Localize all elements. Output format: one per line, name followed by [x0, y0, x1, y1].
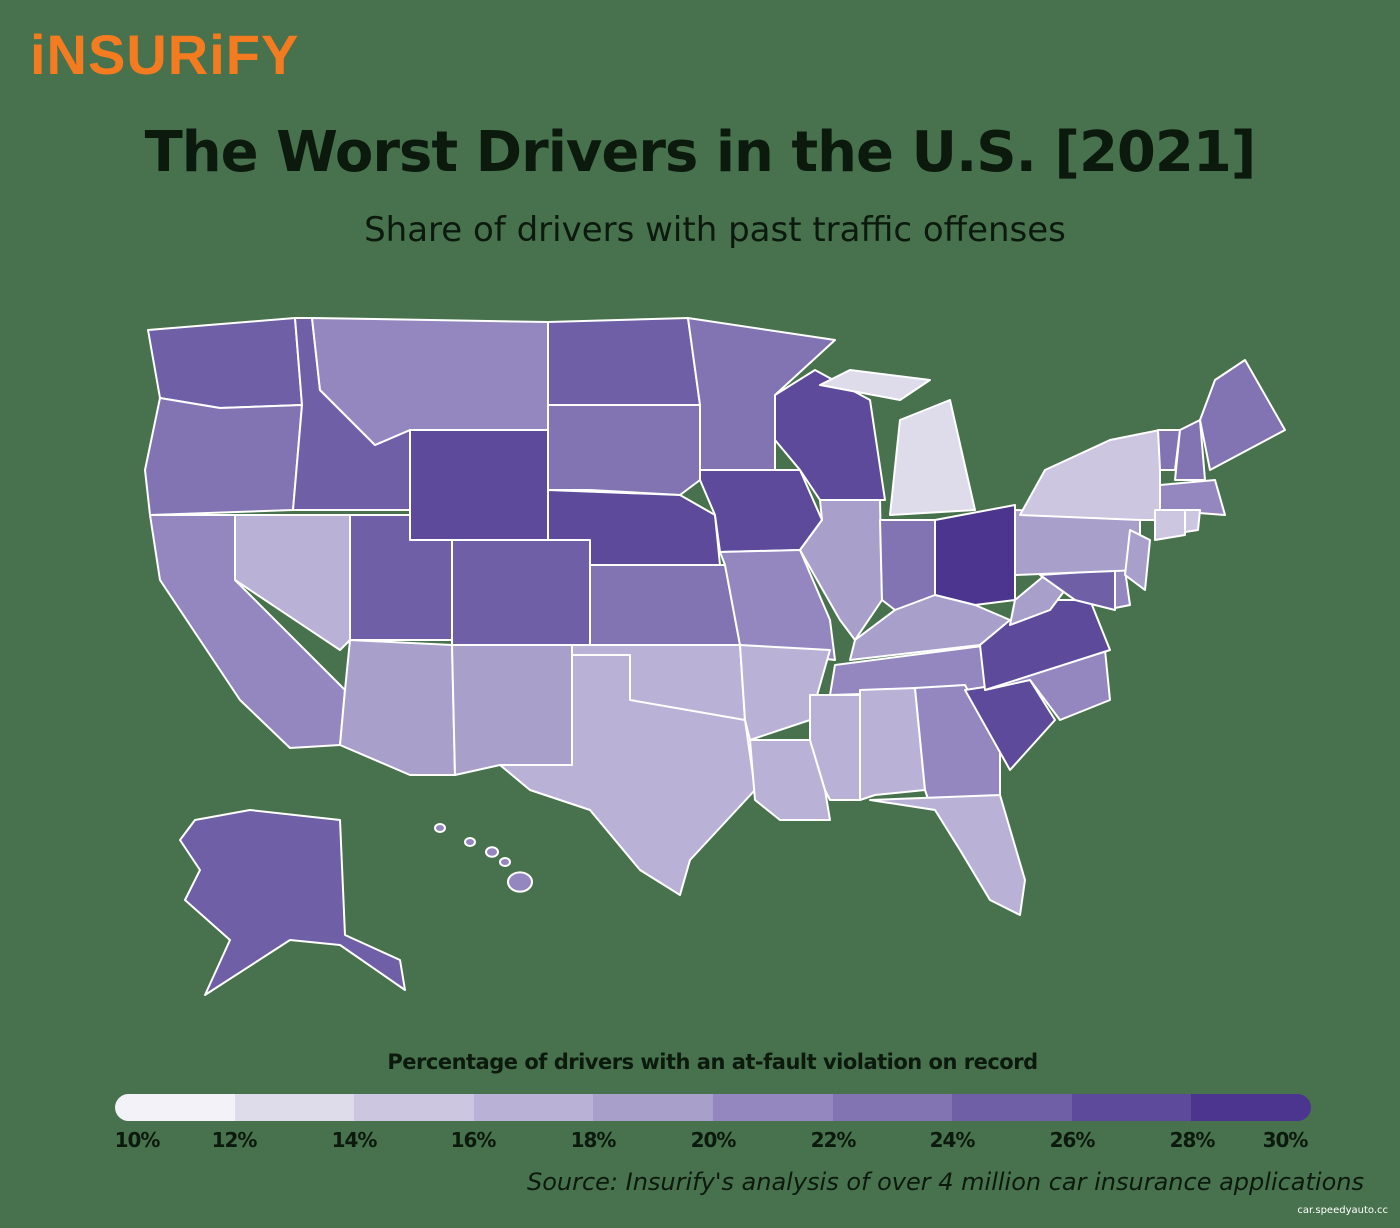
state-al: [859, 687, 926, 801]
legend-swatch: [712, 1094, 833, 1121]
state-mi: [819, 369, 931, 401]
state-nv: [234, 514, 351, 651]
state-nj: [1124, 529, 1151, 591]
legend-tick: 30%: [1262, 1128, 1309, 1152]
state-ia: [699, 469, 823, 553]
source-note: Source: Insurify's analysis of over 4 mi…: [526, 1168, 1364, 1196]
state-or: [144, 397, 303, 516]
state-wa: [147, 317, 303, 409]
state-wv: [1009, 574, 1066, 626]
state-ar: [739, 644, 831, 741]
state-ny: [1019, 429, 1161, 521]
legend-tick: 12%: [211, 1128, 258, 1152]
legend-tick: 14%: [331, 1128, 378, 1152]
legend-tick: 18%: [570, 1128, 617, 1152]
state-il: [799, 499, 883, 641]
state-hi: [485, 846, 499, 858]
legend-swatch: [234, 1094, 355, 1121]
state-ri: [1184, 509, 1201, 533]
legend-tick: 22%: [810, 1128, 857, 1152]
state-ks: [589, 564, 741, 646]
state-ma: [1159, 479, 1226, 516]
state-ct: [1154, 509, 1186, 541]
legend-swatch: [952, 1094, 1072, 1121]
state-me: [1199, 359, 1286, 471]
state-in: [879, 519, 936, 611]
state-hi: [464, 837, 476, 847]
legend-swatch: [1071, 1094, 1192, 1121]
state-wy: [409, 429, 549, 541]
legend-swatch: [1191, 1094, 1311, 1121]
state-co: [451, 539, 591, 646]
state-hi: [507, 871, 533, 893]
state-mi: [889, 399, 976, 516]
state-hi: [434, 823, 446, 833]
credit-text: car.speedyauto.cc: [1297, 1205, 1388, 1216]
state-fl: [869, 794, 1026, 916]
legend-tick: 24%: [929, 1128, 976, 1152]
state-ak: [179, 809, 406, 996]
legend-tick: 28%: [1169, 1128, 1216, 1152]
state-oh: [934, 504, 1016, 606]
subtitle: Share of drivers with past traffic offen…: [364, 210, 1066, 250]
legend-swatch: [115, 1094, 235, 1121]
state-az: [339, 639, 456, 776]
legend-swatch: [832, 1094, 953, 1121]
legend-swatch: [473, 1094, 594, 1121]
legend-color-scale: [115, 1094, 1311, 1121]
legend-title: Percentage of drivers with an at-fault v…: [387, 1050, 1038, 1074]
state-nm: [451, 644, 573, 776]
state-nd: [547, 317, 701, 406]
page-title: The Worst Drivers in the U.S. [2021]: [144, 120, 1257, 185]
state-tx: [499, 654, 756, 896]
legend-tick: 10%: [114, 1128, 161, 1152]
state-ky: [849, 594, 1011, 661]
legend-tick: 16%: [450, 1128, 497, 1152]
state-sd: [547, 404, 701, 496]
state-hi: [499, 857, 511, 867]
legend-swatch: [354, 1094, 474, 1121]
legend-swatch: [593, 1094, 713, 1121]
legend-tick: 20%: [690, 1128, 737, 1152]
legend-tick: 26%: [1049, 1128, 1096, 1152]
insurify-logo: iNSURiFY: [30, 23, 300, 86]
